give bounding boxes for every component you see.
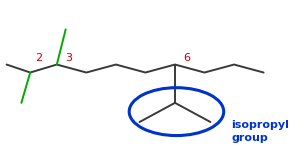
Text: 3: 3 [65, 53, 72, 63]
Text: isopropyl
group: isopropyl group [231, 120, 289, 143]
Text: 2: 2 [35, 53, 43, 63]
Text: 6: 6 [183, 53, 190, 63]
